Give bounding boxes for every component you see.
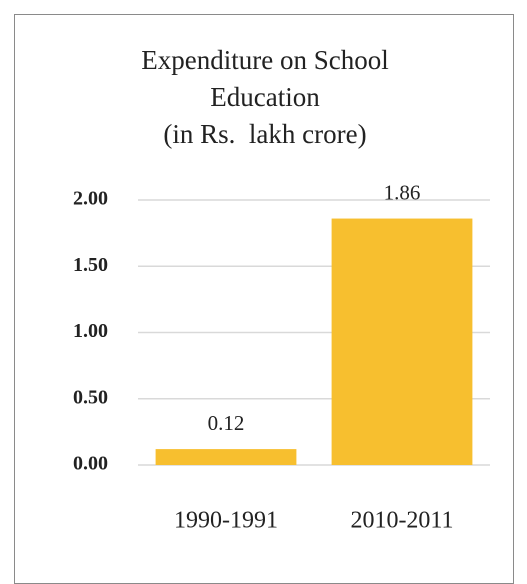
y-tick-label: 0.50 bbox=[73, 386, 108, 408]
y-tick-label: 2.00 bbox=[73, 188, 108, 210]
y-tick-label: 1.50 bbox=[73, 254, 108, 276]
page: {"chart_data": {"type": "bar", "title": … bbox=[14, 14, 514, 584]
data-label: 1.86 bbox=[384, 180, 421, 204]
bar bbox=[155, 449, 297, 465]
chart-title: Expenditure on School Education bbox=[141, 45, 389, 112]
chart-subtitle: (in Rs. lakh crore) bbox=[163, 119, 367, 149]
x-tick-label: 2010-2011 bbox=[350, 508, 453, 534]
y-tick-label: 1.00 bbox=[73, 320, 108, 342]
data-label: 0.12 bbox=[208, 411, 245, 435]
chart-header: Expenditure on School Education (in Rs. … bbox=[90, 42, 440, 153]
chart: 0.00 0.50 1.00 1.50 2.00 1990-1991 0.12 2010-20… bbox=[73, 180, 490, 534]
bar bbox=[331, 218, 473, 465]
y-tick-label: 0.00 bbox=[73, 453, 108, 475]
x-tick-label: 1990-1991 bbox=[174, 508, 278, 534]
